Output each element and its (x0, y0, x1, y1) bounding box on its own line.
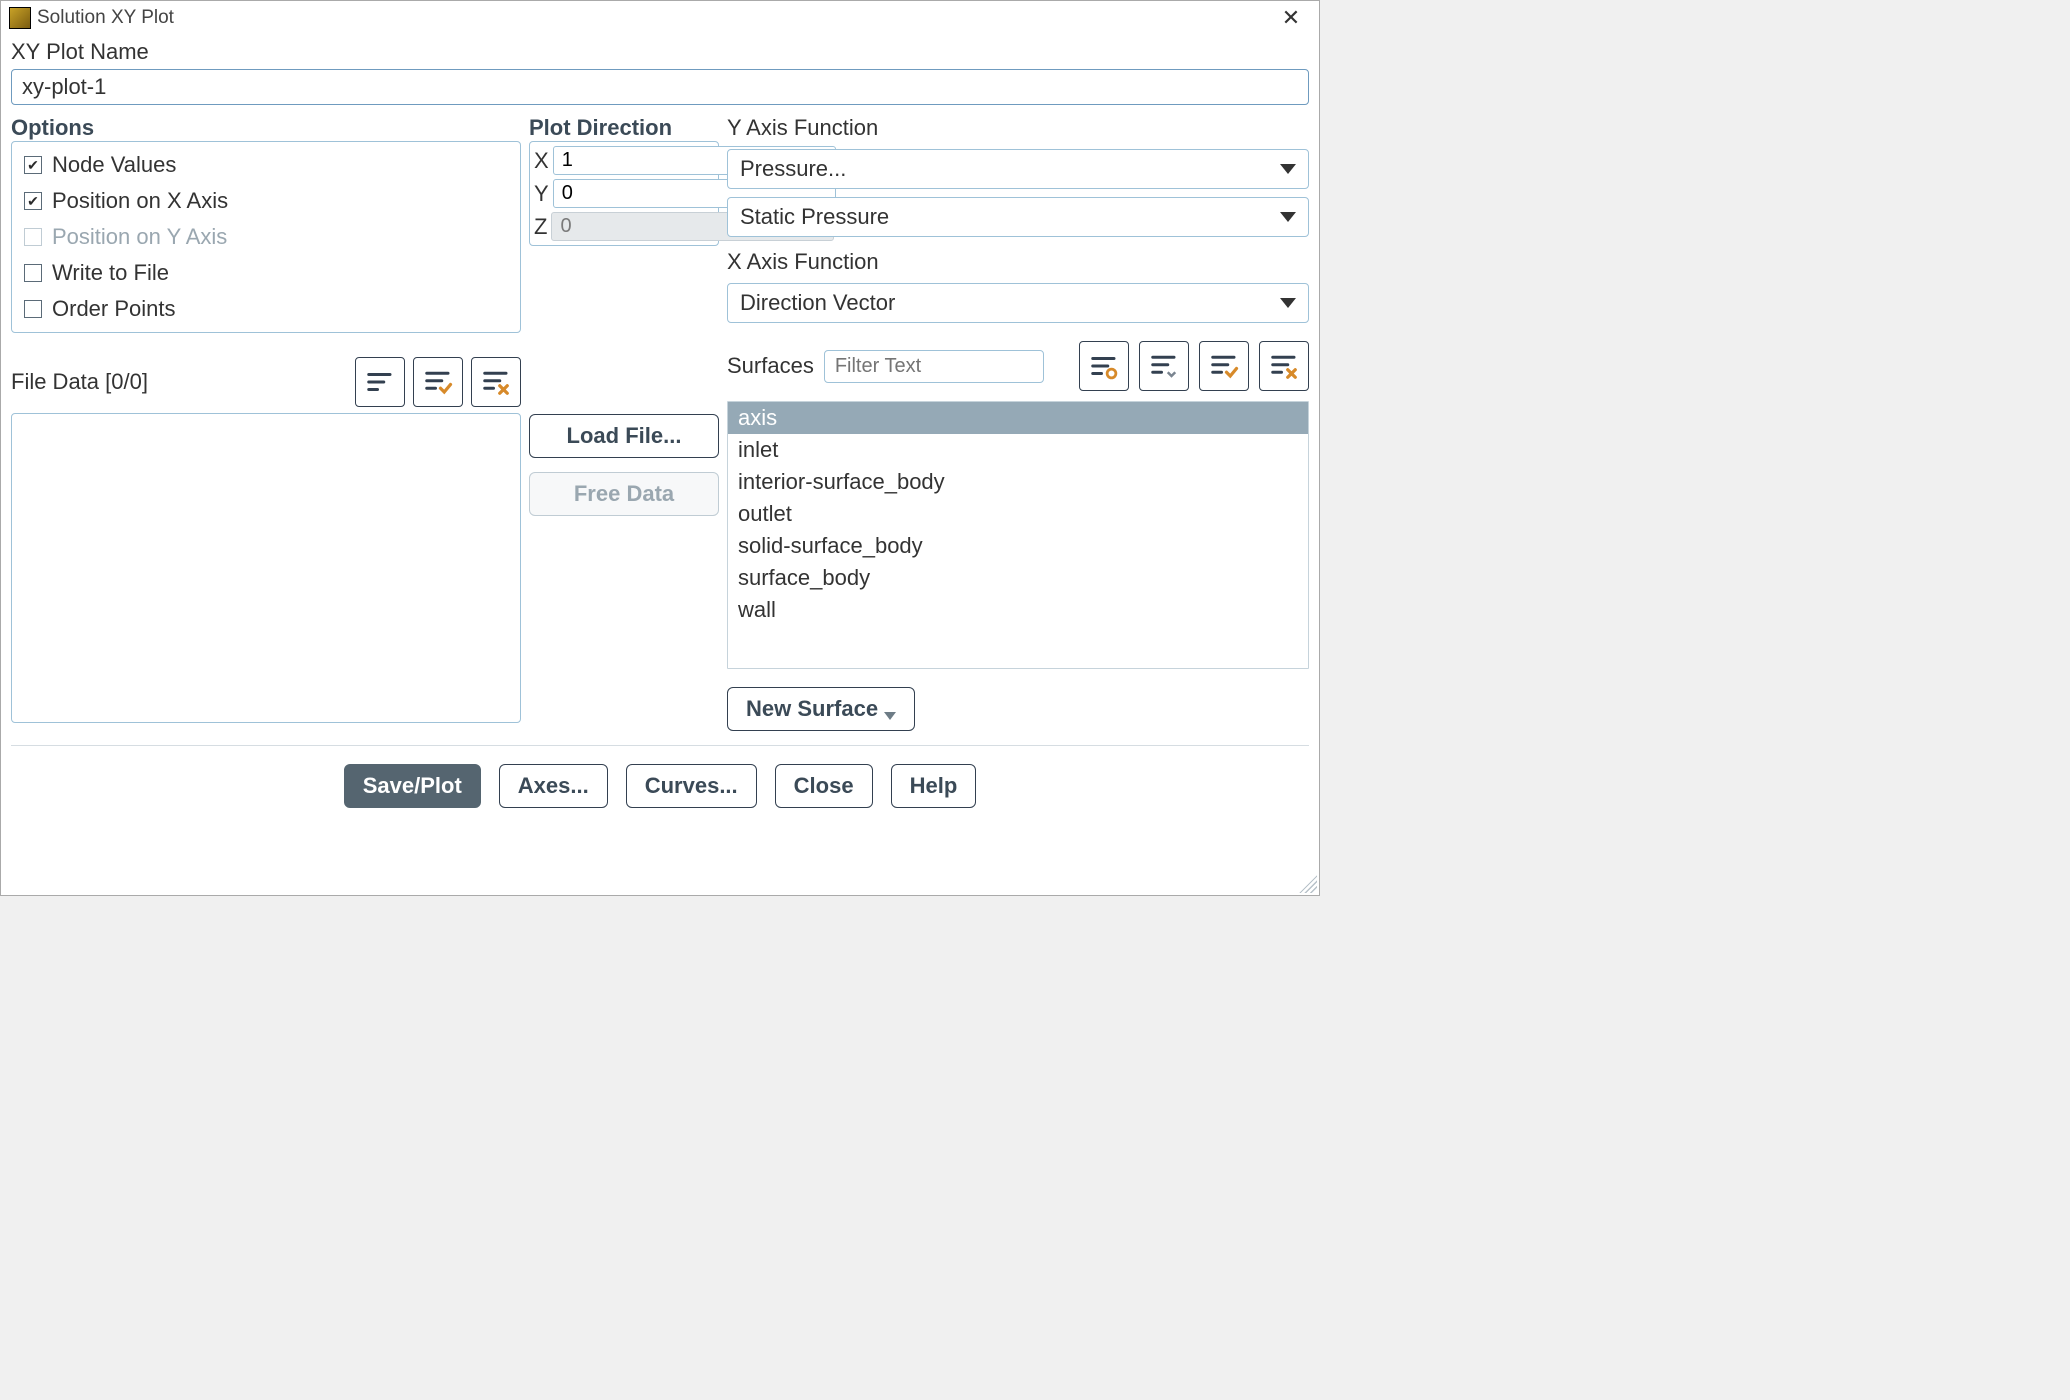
save-plot-button[interactable]: Save/Plot (344, 764, 481, 808)
option-label: Write to File (52, 260, 169, 286)
option-label: Position on Y Axis (52, 224, 227, 250)
plot-dir-z-label: Z (534, 214, 547, 240)
surfaces-deselect-all-button[interactable] (1259, 341, 1309, 391)
option-node-values[interactable]: ✔ Node Values (24, 152, 508, 178)
window-title: Solution XY Plot (37, 7, 174, 29)
xy-plot-name-input[interactable] (11, 69, 1309, 105)
surfaces-group-button[interactable] (1139, 341, 1189, 391)
plot-dir-y-label: Y (534, 181, 549, 207)
axes-button[interactable]: Axes... (499, 764, 608, 808)
option-position-x-axis[interactable]: ✔ Position on X Axis (24, 188, 508, 214)
filedata-deselect-all-button[interactable] (471, 357, 521, 407)
xy-plot-name-label: XY Plot Name (11, 39, 1309, 65)
solution-xy-plot-window: Solution XY Plot ✕ XY Plot Name Options … (0, 0, 1320, 896)
chevron-down-icon (1280, 298, 1296, 308)
option-position-y-axis: Position on Y Axis (24, 224, 508, 250)
plot-direction-heading: Plot Direction (529, 115, 719, 141)
titlebar: Solution XY Plot ✕ (1, 1, 1319, 35)
surfaces-select-all-button[interactable] (1199, 341, 1249, 391)
dropdown-value: Static Pressure (740, 204, 889, 230)
plot-dir-x-label: X (534, 148, 549, 174)
option-label: Position on X Axis (52, 188, 228, 214)
surface-item-inlet[interactable]: inlet (728, 434, 1308, 466)
surface-item-solid[interactable]: solid-surface_body (728, 530, 1308, 562)
option-label: Order Points (52, 296, 176, 322)
load-file-button[interactable]: Load File... (529, 414, 719, 458)
file-data-heading: File Data [0/0] (11, 369, 148, 395)
help-button[interactable]: Help (891, 764, 977, 808)
chevron-down-icon (1280, 164, 1296, 174)
surface-item-outlet[interactable]: outlet (728, 498, 1308, 530)
free-data-button: Free Data (529, 472, 719, 516)
new-surface-button[interactable]: New Surface (727, 687, 915, 731)
curves-button[interactable]: Curves... (626, 764, 757, 808)
option-label: Node Values (52, 152, 176, 178)
option-order-points[interactable]: Order Points (24, 296, 508, 322)
filedata-select-all-button[interactable] (413, 357, 463, 407)
y-axis-variable-dropdown[interactable]: Static Pressure (727, 197, 1309, 237)
close-icon[interactable]: ✕ (1271, 5, 1311, 31)
y-axis-function-heading: Y Axis Function (727, 115, 1309, 141)
surface-item-surface-body[interactable]: surface_body (728, 562, 1308, 594)
plot-direction-group: X Y Z (529, 141, 719, 246)
filedata-sort-button[interactable] (355, 357, 405, 407)
checkbox-icon: ✔ (24, 156, 42, 174)
options-group: ✔ Node Values ✔ Position on X Axis Posit… (11, 141, 521, 333)
x-axis-function-dropdown[interactable]: Direction Vector (727, 283, 1309, 323)
surface-item-interior[interactable]: interior-surface_body (728, 466, 1308, 498)
separator (11, 745, 1309, 746)
surfaces-list[interactable]: axis inlet interior-surface_body outlet … (727, 401, 1309, 669)
surfaces-sort-button[interactable] (1079, 341, 1129, 391)
resize-grip-icon[interactable] (1299, 875, 1317, 893)
chevron-down-icon (884, 712, 896, 720)
dropdown-value: Pressure... (740, 156, 846, 182)
surfaces-heading: Surfaces (727, 353, 814, 379)
surfaces-filter-input[interactable] (824, 350, 1044, 383)
y-axis-category-dropdown[interactable]: Pressure... (727, 149, 1309, 189)
checkbox-icon (24, 264, 42, 282)
chevron-down-icon (1280, 212, 1296, 222)
options-heading: Options (11, 115, 521, 141)
app-icon (9, 7, 31, 29)
checkbox-icon: ✔ (24, 192, 42, 210)
option-write-to-file[interactable]: Write to File (24, 260, 508, 286)
checkbox-icon (24, 300, 42, 318)
footer-buttons: Save/Plot Axes... Curves... Close Help (11, 756, 1309, 822)
checkbox-icon (24, 228, 42, 246)
x-axis-function-heading: X Axis Function (727, 249, 1309, 275)
close-button[interactable]: Close (775, 764, 873, 808)
file-data-list[interactable] (11, 413, 521, 723)
surface-item-axis[interactable]: axis (728, 402, 1308, 434)
surface-item-wall[interactable]: wall (728, 594, 1308, 626)
dropdown-value: Direction Vector (740, 290, 895, 316)
